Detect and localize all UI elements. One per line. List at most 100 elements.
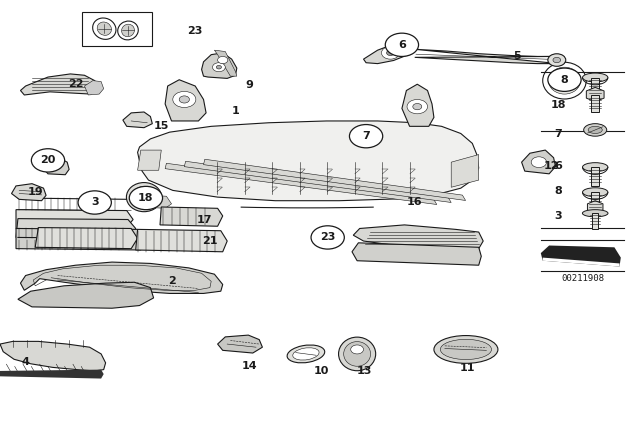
Text: 20: 20: [40, 155, 56, 165]
Circle shape: [548, 68, 581, 91]
Ellipse shape: [440, 340, 492, 359]
Ellipse shape: [127, 182, 161, 211]
Circle shape: [531, 157, 547, 168]
Text: 11: 11: [460, 363, 475, 373]
Polygon shape: [136, 229, 227, 252]
Text: 3: 3: [91, 198, 99, 207]
Circle shape: [311, 226, 344, 249]
Polygon shape: [591, 95, 599, 112]
Circle shape: [349, 125, 383, 148]
Polygon shape: [591, 167, 599, 186]
Ellipse shape: [287, 345, 324, 363]
Circle shape: [129, 186, 163, 210]
Circle shape: [216, 65, 221, 69]
Text: 10: 10: [314, 366, 329, 376]
Polygon shape: [138, 150, 161, 170]
Polygon shape: [138, 121, 479, 201]
Polygon shape: [42, 158, 69, 175]
Ellipse shape: [122, 24, 134, 37]
Text: 1: 1: [232, 106, 239, 116]
Polygon shape: [592, 213, 598, 229]
Polygon shape: [141, 195, 172, 208]
Circle shape: [173, 91, 196, 108]
Text: 21: 21: [202, 236, 218, 246]
Circle shape: [553, 57, 561, 63]
Ellipse shape: [339, 337, 376, 371]
Polygon shape: [202, 53, 237, 78]
Ellipse shape: [344, 341, 371, 366]
Polygon shape: [35, 228, 138, 249]
Polygon shape: [84, 81, 104, 95]
Circle shape: [385, 33, 419, 56]
Bar: [82, 12, 152, 46]
Polygon shape: [352, 243, 481, 265]
Ellipse shape: [434, 336, 498, 363]
Circle shape: [387, 50, 394, 56]
Ellipse shape: [584, 124, 607, 136]
Ellipse shape: [118, 21, 138, 40]
Text: 6: 6: [398, 40, 406, 50]
Polygon shape: [165, 163, 437, 204]
Polygon shape: [165, 80, 206, 121]
Ellipse shape: [582, 210, 608, 217]
Polygon shape: [12, 184, 46, 201]
Ellipse shape: [582, 73, 608, 82]
Polygon shape: [123, 112, 152, 128]
Text: 9: 9: [246, 80, 253, 90]
Text: 3: 3: [554, 211, 562, 221]
Polygon shape: [16, 219, 136, 238]
Circle shape: [218, 56, 228, 64]
Text: 2: 2: [168, 276, 175, 286]
Ellipse shape: [582, 188, 608, 197]
Polygon shape: [0, 370, 104, 379]
Polygon shape: [591, 192, 599, 211]
Polygon shape: [364, 43, 415, 64]
Polygon shape: [20, 74, 99, 95]
Ellipse shape: [582, 163, 608, 172]
Polygon shape: [543, 258, 620, 267]
Text: 20: 20: [550, 71, 566, 81]
Text: 19: 19: [28, 187, 43, 197]
Text: 4: 4: [22, 357, 29, 367]
Circle shape: [179, 96, 189, 103]
Polygon shape: [18, 282, 154, 308]
Polygon shape: [402, 84, 434, 126]
Text: 12: 12: [544, 161, 559, 171]
Text: 7: 7: [554, 129, 562, 139]
Ellipse shape: [97, 22, 111, 35]
Circle shape: [212, 63, 225, 72]
Ellipse shape: [292, 348, 319, 360]
Text: 5: 5: [513, 52, 521, 61]
Polygon shape: [16, 228, 144, 250]
Polygon shape: [214, 50, 237, 76]
Polygon shape: [218, 335, 262, 353]
Polygon shape: [16, 210, 133, 229]
Text: 6: 6: [554, 161, 562, 171]
Text: 8: 8: [561, 75, 568, 85]
Ellipse shape: [132, 186, 156, 208]
Polygon shape: [588, 201, 603, 213]
Circle shape: [351, 345, 364, 354]
Text: 22: 22: [68, 79, 83, 89]
Polygon shape: [591, 78, 599, 96]
Circle shape: [78, 191, 111, 214]
Ellipse shape: [93, 18, 116, 39]
Text: 14: 14: [242, 362, 257, 371]
Ellipse shape: [588, 126, 602, 134]
Polygon shape: [353, 225, 483, 252]
Text: 23: 23: [188, 26, 203, 36]
Polygon shape: [451, 155, 479, 187]
Text: 7: 7: [362, 131, 370, 141]
Text: 13: 13: [357, 366, 372, 376]
Polygon shape: [184, 161, 451, 202]
Polygon shape: [204, 159, 466, 200]
Text: 18: 18: [138, 193, 154, 203]
Text: 17: 17: [197, 215, 212, 225]
Polygon shape: [415, 49, 558, 64]
Text: 23: 23: [320, 233, 335, 242]
Polygon shape: [522, 150, 556, 174]
Text: 00211908: 00211908: [561, 274, 604, 283]
Text: 18: 18: [550, 100, 566, 110]
Polygon shape: [160, 207, 223, 226]
Circle shape: [548, 54, 566, 66]
